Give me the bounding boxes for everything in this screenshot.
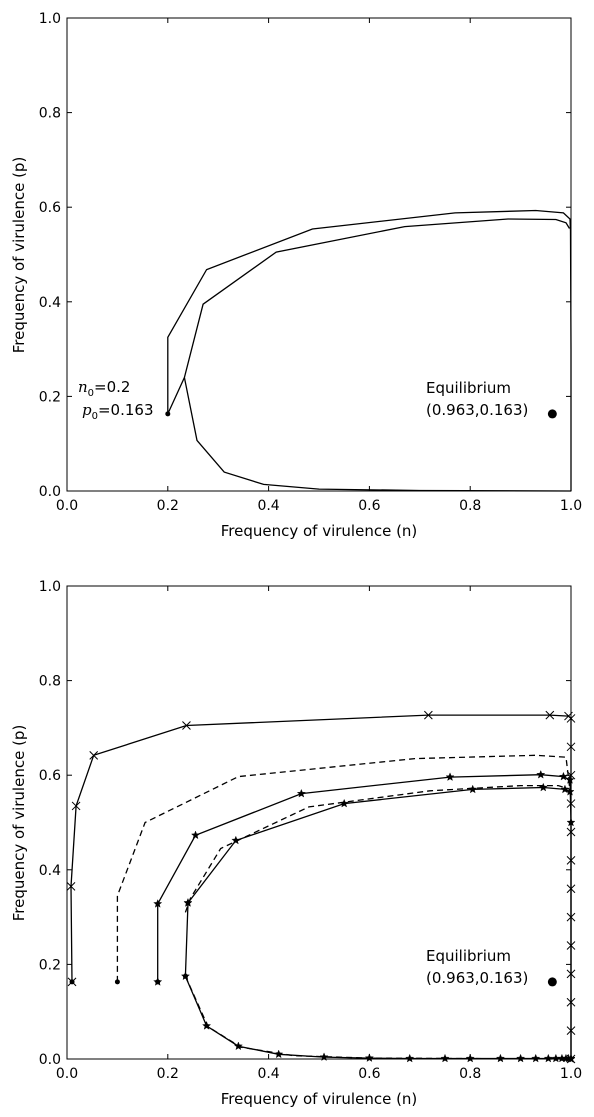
- top-y-axis-label: Frequency of virulence (p): [10, 157, 28, 354]
- bottom-x-tick-label: 1.0: [560, 1066, 582, 1082]
- bottom-series-line-1: [70, 714, 572, 1059]
- bottom-start-point: [182, 973, 188, 979]
- bottom-x-marker: [71, 801, 81, 811]
- top-equilibrium-point: [547, 409, 557, 419]
- bottom-series-line-7: [184, 975, 572, 1060]
- bottom-star-marker: [231, 835, 241, 845]
- top-y-tick-label: 1.0: [39, 11, 61, 27]
- bottom-equilibrium-point: [547, 977, 557, 987]
- bottom-markers-group: [69, 973, 557, 987]
- bottom-star-marker: [468, 784, 478, 794]
- bottom-star-marker: [551, 1053, 561, 1063]
- top-y-tick-label: 0.0: [39, 484, 61, 500]
- top-x-tick-label: 0.2: [157, 498, 179, 514]
- bottom-y-ticks: 0.0 0.2 0.4 0.6 0.8 1.0: [39, 579, 571, 1068]
- bottom-start-point: [69, 979, 75, 985]
- top-n0-annotation: n0=0.2: [78, 378, 130, 399]
- top-chart: 0.0 0.2 0.4 0.6 0.8 1.0 0.0 0.2 0.4 0.6 0.8 1.0 Fr…: [10, 11, 582, 540]
- top-x-tick-label: 0.8: [459, 498, 481, 514]
- top-series-line-3: [183, 377, 572, 492]
- bottom-x-axis-label: Frequency of virulence (n): [221, 1090, 418, 1108]
- bottom-star-marker: [566, 1053, 576, 1063]
- bottom-y-tick-label: 0.2: [39, 957, 61, 973]
- bottom-x-ticks: 0.0 0.2 0.4 0.6 0.8 1.0: [56, 586, 582, 1082]
- bottom-star-marker: [558, 771, 568, 781]
- bottom-x-marker: [566, 742, 576, 752]
- top-equilibrium-title: Equilibrium: [426, 379, 511, 397]
- bottom-x-tick-label: 0.6: [358, 1066, 380, 1082]
- bottom-x-marker: [545, 710, 555, 720]
- bottom-star-marker: [543, 1053, 553, 1063]
- bottom-x-tick-label: 0.0: [56, 1066, 78, 1082]
- bottom-star-marker: [183, 898, 193, 907]
- bottom-y-tick-label: 0.0: [39, 1052, 61, 1068]
- bottom-star-marker: [202, 1021, 212, 1030]
- bottom-y-tick-label: 0.6: [39, 768, 61, 784]
- bottom-star-marker: [565, 787, 575, 796]
- bottom-star-marker: [296, 788, 306, 798]
- bottom-x-tick-label: 0.4: [257, 1066, 279, 1082]
- bottom-star-marker: [191, 830, 201, 840]
- bottom-star-marker: [565, 775, 575, 784]
- top-series-line-2: [167, 218, 571, 415]
- top-x-tick-label: 0.6: [358, 498, 380, 514]
- bottom-equilibrium-coords: (0.963,0.163): [426, 969, 528, 987]
- bottom-star-marker: [566, 817, 576, 827]
- bottom-y-axis-label: Frequency of virulence (p): [10, 725, 28, 922]
- top-plot-frame: [66, 17, 572, 492]
- top-x-axis-label: Frequency of virulence (n): [221, 522, 418, 540]
- top-equilibrium-coords: (0.963,0.163): [426, 401, 528, 419]
- bottom-start-point: [155, 979, 161, 985]
- bottom-plot-frame: [66, 585, 572, 1060]
- bottom-star-marker: [531, 1053, 541, 1063]
- bottom-star-marker: [536, 769, 546, 779]
- bottom-star-marker: [319, 1052, 329, 1061]
- top-markers-group: [165, 409, 557, 419]
- bottom-x-marker: [182, 721, 191, 730]
- bottom-star-marker: [153, 899, 163, 908]
- top-y-tick-label: 0.2: [39, 389, 61, 405]
- bottom-star-marker: [339, 798, 349, 808]
- bottom-x-marker: [424, 710, 433, 720]
- bottom-x-marker: [89, 750, 99, 760]
- bottom-y-tick-label: 0.4: [39, 863, 61, 879]
- top-y-ticks: 0.0 0.2 0.4 0.6 0.8 1.0: [39, 11, 571, 500]
- bottom-star-marker: [440, 1053, 450, 1063]
- bottom-x-marker: [566, 714, 576, 723]
- bottom-series-line-4: [184, 784, 571, 913]
- bottom-star-marker: [560, 784, 570, 794]
- top-x-ticks: 0.0 0.2 0.4 0.6 0.8 1.0: [56, 18, 582, 514]
- bottom-y-tick-label: 0.8: [39, 674, 61, 690]
- bottom-x-tick-label: 0.8: [459, 1066, 481, 1082]
- bottom-star-marker: [538, 782, 548, 792]
- top-series-group: [167, 209, 572, 492]
- bottom-start-point: [114, 979, 120, 985]
- top-x-tick-label: 0.0: [56, 498, 78, 514]
- bottom-equilibrium-title: Equilibrium: [426, 947, 511, 965]
- top-x-tick-label: 1.0: [560, 498, 582, 514]
- bottom-star-marker: [445, 772, 455, 781]
- bottom-x-marker: [66, 882, 76, 891]
- bottom-series-line-2: [116, 754, 572, 982]
- top-p0-annotation: p0=0.163: [82, 401, 154, 422]
- top-y-tick-label: 0.8: [39, 106, 61, 122]
- top-series-line-1: [167, 209, 572, 491]
- bottom-series-line-3: [157, 774, 572, 1059]
- top-y-tick-label: 0.4: [39, 295, 61, 311]
- bottom-series-group: [66, 710, 576, 1064]
- top-start-point: [165, 411, 171, 417]
- top-x-tick-label: 0.4: [257, 498, 279, 514]
- bottom-chart: 0.0 0.2 0.4 0.6 0.8 1.0 0.0 0.2 0.4 0.6 0.8 1.0 Fr…: [10, 579, 582, 1108]
- top-y-tick-label: 0.6: [39, 200, 61, 216]
- bottom-y-tick-label: 1.0: [39, 579, 61, 595]
- bottom-series-line-5: [187, 786, 571, 904]
- bottom-x-tick-label: 0.2: [157, 1066, 179, 1082]
